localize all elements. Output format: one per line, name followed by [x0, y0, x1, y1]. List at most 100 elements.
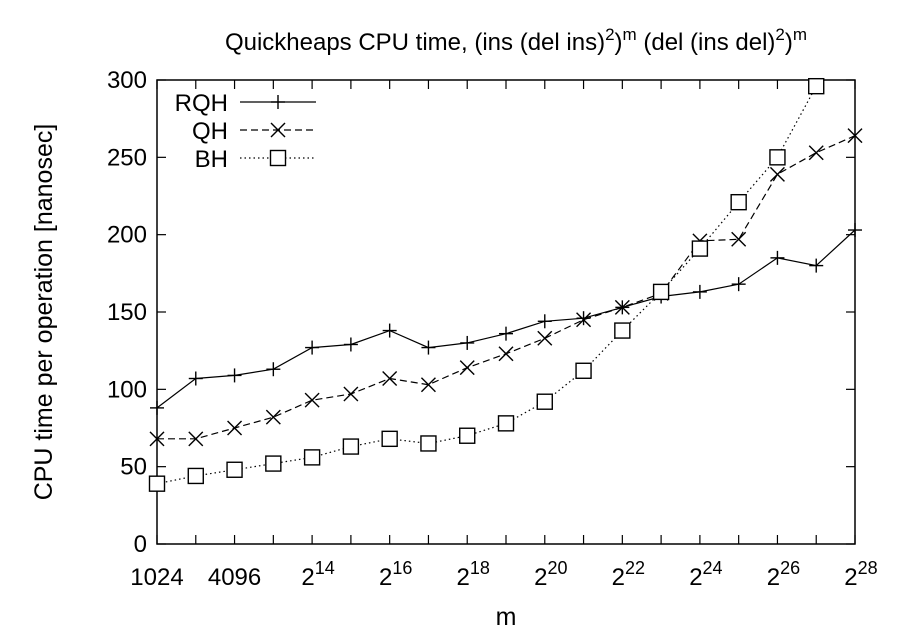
data-point-bh	[575, 362, 592, 379]
data-point-bh	[769, 149, 786, 166]
data-point-rqh	[848, 223, 862, 238]
data-point-rqh	[382, 323, 397, 338]
legend-label-rqh: RQH	[175, 90, 228, 117]
x-tick-label-exponent: 28	[858, 558, 878, 578]
data-point-bh	[536, 393, 553, 410]
data-point-qh	[576, 312, 592, 328]
data-point-qh	[731, 231, 747, 247]
x-tick-label-base: 2	[379, 564, 392, 591]
x-tick-label-base: 2	[689, 564, 702, 591]
x-tick-label-exponent: 20	[547, 558, 567, 578]
x-tick-label: 220	[534, 558, 567, 591]
chart-title-part: )	[785, 29, 793, 56]
data-point-rqh	[460, 335, 475, 350]
x-axis-label: m	[496, 603, 517, 631]
legend-marker-rqh	[271, 95, 285, 109]
chart-title-superscript: m	[623, 25, 637, 44]
data-point-rqh	[305, 340, 320, 355]
chart-title-superscript: m	[793, 25, 807, 44]
data-point-bh	[303, 449, 321, 466]
data-point-bh	[652, 283, 670, 301]
series-line-qh	[157, 135, 856, 440]
legend-marker-qh	[270, 122, 286, 138]
y-axis-ticks: 0 50 100 150 200 250 300	[107, 67, 855, 558]
chart-title-part: )	[615, 29, 623, 56]
series-line-bh	[156, 85, 817, 485]
data-point-rqh	[692, 284, 707, 299]
x-tick-label: 4096	[208, 564, 261, 591]
data-point-rqh	[731, 277, 746, 292]
x-tick-label-exponent: 26	[780, 558, 800, 578]
data-point-qh	[498, 346, 514, 362]
x-tick-label-exponent: 18	[470, 558, 490, 578]
data-point-qh	[420, 377, 436, 393]
x-tick-label-exponent: 16	[392, 558, 412, 578]
x-tick-label-exponent: 22	[625, 558, 645, 578]
data-point-qh	[382, 371, 398, 387]
data-point-qh	[188, 431, 204, 447]
data-point-bh	[497, 415, 515, 432]
x-tick-label-base: 2	[767, 564, 780, 591]
data-point-qh	[265, 409, 281, 425]
y-tick-label: 200	[107, 222, 147, 249]
x-tick-label: 222	[612, 558, 645, 591]
data-point-rqh	[537, 314, 552, 329]
data-point-bh	[381, 430, 398, 448]
plot-area-frame	[156, 79, 856, 545]
data-point-rqh	[770, 250, 785, 265]
data-point-bh	[691, 240, 709, 257]
data-point-bh	[459, 427, 476, 444]
x-tick-label-base: 1024	[130, 564, 183, 591]
data-point-bh	[187, 467, 204, 485]
x-tick-label-exponent: 24	[703, 558, 723, 578]
x-tick-label: 214	[301, 558, 334, 591]
x-tick-label-base: 2	[612, 564, 625, 591]
data-point-qh	[614, 299, 630, 315]
data-point-bh	[226, 461, 243, 478]
data-point-rqh	[499, 326, 513, 341]
data-point-rqh	[188, 371, 203, 386]
data-point-bh	[730, 193, 747, 211]
data-point-rqh	[150, 400, 164, 415]
chart-title-prefix: Quickheaps CPU time, (ins (del ins)	[225, 29, 605, 56]
series-line-rqh	[156, 229, 856, 409]
x-tick-label-exponent: 14	[315, 558, 335, 578]
data-point-rqh	[266, 362, 281, 377]
y-tick-label: 0	[134, 531, 147, 558]
chart-title-superscript: 2	[775, 25, 784, 44]
x-tick-label-base: 4096	[208, 564, 261, 591]
legend-marker-bh	[269, 149, 287, 167]
y-tick-label: 150	[107, 299, 147, 326]
data-point-qh	[149, 431, 165, 447]
x-tick-label: 226	[767, 558, 800, 591]
legend-label-qh: QH	[192, 118, 228, 145]
x-tick-label: 224	[689, 558, 722, 591]
data-point-qh	[808, 145, 824, 161]
data-point-qh	[769, 166, 785, 182]
y-tick-label: 50	[120, 454, 147, 481]
data-point-qh	[537, 330, 553, 346]
x-tick-label-base: 2	[457, 564, 470, 591]
x-tick-label: 228	[844, 558, 877, 591]
legend-label-bh: BH	[195, 146, 228, 173]
x-tick-label-base: 2	[301, 564, 314, 591]
x-tick-label: 216	[379, 558, 412, 591]
data-point-rqh	[421, 340, 436, 355]
chart-title-part: (del (ins del)	[637, 29, 776, 56]
data-point-bh	[265, 455, 282, 472]
data-point-bh	[614, 322, 631, 339]
data-point-rqh	[227, 368, 242, 383]
data-point-bh	[148, 475, 166, 492]
y-tick-label: 100	[107, 376, 147, 403]
data-point-qh	[304, 392, 320, 408]
series-layer	[148, 77, 863, 492]
data-point-rqh	[809, 258, 824, 273]
chart-title-superscript: 2	[605, 25, 614, 44]
x-tick-label-base: 2	[844, 564, 857, 591]
x-tick-label-base: 2	[534, 564, 547, 591]
y-axis-label: CPU time per operation [nanosec]	[30, 124, 58, 501]
data-point-bh	[808, 77, 825, 95]
x-tick-label: 1024	[130, 564, 183, 591]
